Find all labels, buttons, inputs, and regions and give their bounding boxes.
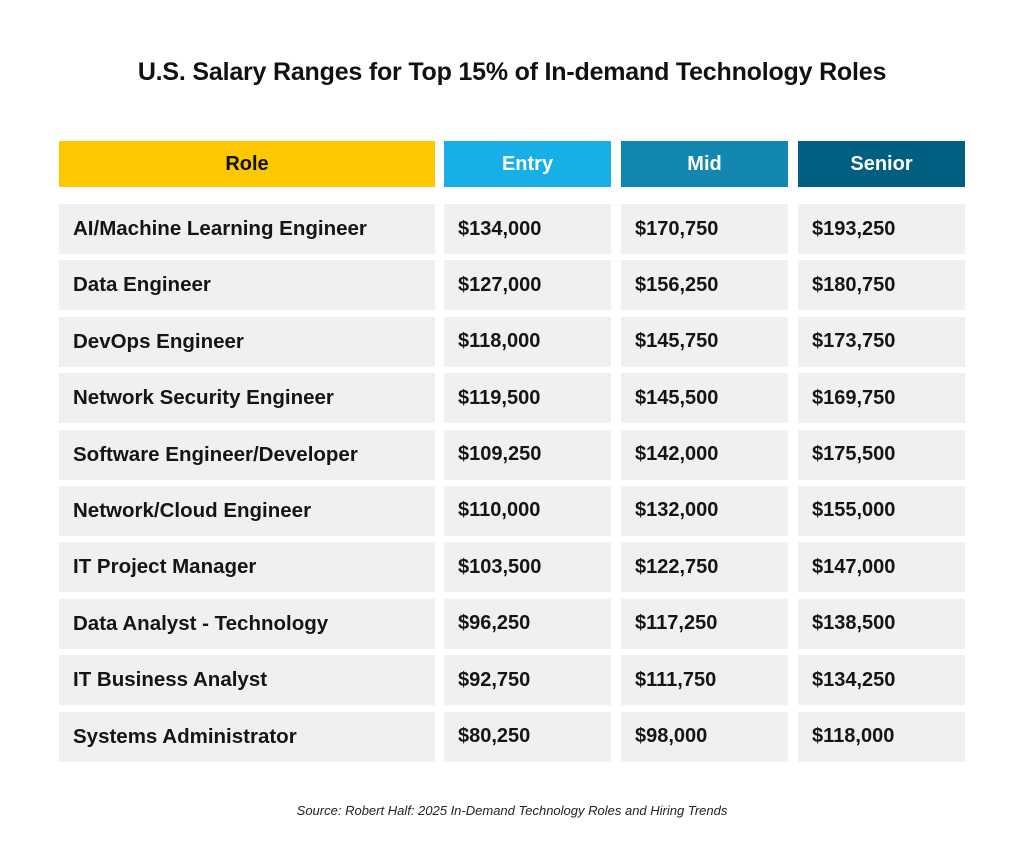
role-cell: IT Business Analyst [59,655,435,706]
senior-salary-cell: $180,750 [798,260,965,311]
entry-salary-cell: $92,750 [444,655,611,706]
chart-title: U.S. Salary Ranges for Top 15% of In-dem… [137,58,887,86]
table-row: Software Engineer/Developer $109,250 $142,… [59,429,965,480]
role-cell: Systems Administrator [59,711,435,762]
entry-salary-cell: $96,250 [444,598,611,649]
entry-salary-cell: $119,500 [444,373,611,424]
table-row: Data Analyst - Technology $96,250 $117,250… [59,598,965,649]
mid-salary-cell: $122,750 [621,542,788,593]
role-cell: Data Analyst - Technology [59,598,435,649]
entry-salary-cell: $127,000 [444,260,611,311]
table-row: Network/Cloud Engineer $110,000 $132,000 $1… [59,485,965,536]
column-header-entry: Entry [444,141,611,187]
mid-salary-cell: $170,750 [621,204,788,254]
entry-salary-cell: $134,000 [444,204,611,254]
mid-salary-cell: $117,250 [621,598,788,649]
mid-salary-cell: $142,000 [621,429,788,480]
senior-salary-cell: $147,000 [798,542,965,593]
table-row: Data Engineer $127,000 $156,250 $180,750 [59,260,965,311]
senior-salary-cell: $155,000 [798,485,965,536]
mid-salary-cell: $145,750 [621,316,788,367]
mid-salary-cell: $145,500 [621,373,788,424]
senior-salary-cell: $118,000 [798,711,965,762]
entry-salary-cell: $80,250 [444,711,611,762]
table-header-row: Role Entry Mid Senior [59,141,965,187]
mid-salary-cell: $98,000 [621,711,788,762]
role-cell: Network Security Engineer [59,373,435,424]
senior-salary-cell: $193,250 [798,204,965,254]
source-note: Source: Robert Half: 2025 In-Demand Tech… [296,803,728,818]
mid-salary-cell: $156,250 [621,260,788,311]
table-row: Network Security Engineer $119,500 $145,50… [59,373,965,424]
role-cell: Data Engineer [59,260,435,311]
role-cell: Software Engineer/Developer [59,429,435,480]
role-cell: DevOps Engineer [59,316,435,367]
table-row: IT Project Manager $103,500 $122,750 $147,0… [59,542,965,593]
mid-salary-cell: $111,750 [621,655,788,706]
column-header-mid: Mid [621,141,788,187]
table-row: IT Business Analyst $92,750 $111,750 $134,2… [59,655,965,706]
table-row: AI/Machine Learning Engineer $134,000 $170… [59,204,965,254]
senior-salary-cell: $173,750 [798,316,965,367]
column-header-role: Role [59,141,435,187]
column-header-senior: Senior [798,141,965,187]
entry-salary-cell: $118,000 [444,316,611,367]
salary-table: Role Entry Mid Senior AI/Machine Learnin… [59,141,965,762]
senior-salary-cell: $134,250 [798,655,965,706]
role-cell: IT Project Manager [59,542,435,593]
table-body: AI/Machine Learning Engineer $134,000 $170… [59,204,965,768]
role-cell: Network/Cloud Engineer [59,485,435,536]
entry-salary-cell: $109,250 [444,429,611,480]
entry-salary-cell: $103,500 [444,542,611,593]
senior-salary-cell: $138,500 [798,598,965,649]
entry-salary-cell: $110,000 [444,485,611,536]
senior-salary-cell: $169,750 [798,373,965,424]
table-row: Systems Administrator $80,250 $98,000 $118,… [59,711,965,762]
table-row: DevOps Engineer $118,000 $145,750 $173,750 [59,316,965,367]
role-cell: AI/Machine Learning Engineer [59,204,435,254]
mid-salary-cell: $132,000 [621,485,788,536]
senior-salary-cell: $175,500 [798,429,965,480]
